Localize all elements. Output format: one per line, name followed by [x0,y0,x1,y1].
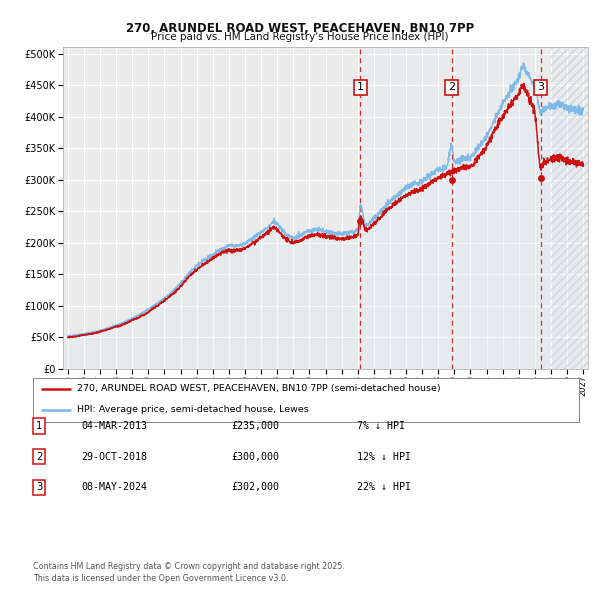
Text: Price paid vs. HM Land Registry's House Price Index (HPI): Price paid vs. HM Land Registry's House … [151,32,449,42]
Bar [361,47,541,369]
Text: £235,000: £235,000 [231,421,279,431]
Text: Contains HM Land Registry data © Crown copyright and database right 2025.
This d: Contains HM Land Registry data © Crown c… [33,562,345,583]
Text: £300,000: £300,000 [231,452,279,461]
Text: 2: 2 [448,83,455,93]
Text: £302,000: £302,000 [231,483,279,492]
Text: 7% ↓ HPI: 7% ↓ HPI [357,421,405,431]
Text: 2: 2 [36,452,42,461]
Text: 3: 3 [537,83,544,93]
Text: 270, ARUNDEL ROAD WEST, PEACEHAVEN, BN10 7PP (semi-detached house): 270, ARUNDEL ROAD WEST, PEACEHAVEN, BN10… [77,384,440,393]
Text: HPI: Average price, semi-detached house, Lewes: HPI: Average price, semi-detached house,… [77,405,308,414]
Text: 1: 1 [36,421,42,431]
Text: 08-MAY-2024: 08-MAY-2024 [81,483,147,492]
Text: 29-OCT-2018: 29-OCT-2018 [81,452,147,461]
Text: 22% ↓ HPI: 22% ↓ HPI [357,483,411,492]
Text: 04-MAR-2013: 04-MAR-2013 [81,421,147,431]
Text: 270, ARUNDEL ROAD WEST, PEACEHAVEN, BN10 7PP: 270, ARUNDEL ROAD WEST, PEACEHAVEN, BN10… [126,22,474,35]
Text: 1: 1 [357,83,364,93]
Text: 12% ↓ HPI: 12% ↓ HPI [357,452,411,461]
Text: 3: 3 [36,483,42,492]
